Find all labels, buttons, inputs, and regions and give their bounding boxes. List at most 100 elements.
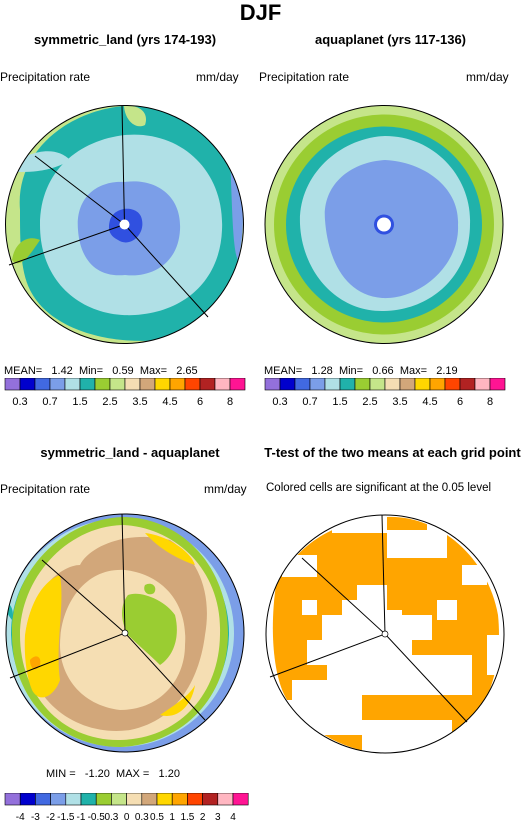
colorbar-box bbox=[474, 378, 491, 391]
panel3-title: symmetric_land - aquaplanet bbox=[40, 445, 220, 460]
colorbar-box bbox=[354, 378, 371, 391]
panel2-colorbar: 0.3 0.7 1.5 2.5 3.5 4.5 6 8 bbox=[264, 378, 506, 408]
panel1-title: symmetric_land (yrs 174-193) bbox=[33, 32, 217, 47]
panel2-title: aquaplanet (yrs 117-136) bbox=[314, 32, 467, 47]
p4-sector-line-2 bbox=[384, 633, 468, 723]
colorbar-box bbox=[184, 378, 201, 391]
colorbar-tick-label: 0.5 bbox=[150, 812, 164, 823]
panel2-min-label: Min= bbox=[338, 365, 364, 377]
p4-gap-9 bbox=[362, 720, 452, 753]
colorbar-box bbox=[279, 378, 296, 391]
p4-sector-line-3 bbox=[269, 633, 386, 678]
colorbar-box bbox=[126, 793, 143, 806]
panel2-max: 2.19 bbox=[436, 365, 458, 377]
panel1-mean: 1.42 bbox=[51, 365, 73, 377]
colorbar-box bbox=[187, 793, 203, 806]
colorbar-box bbox=[64, 378, 81, 391]
colorbar-box bbox=[199, 378, 216, 391]
colorbar-box bbox=[95, 793, 112, 806]
panel3-max-label: MAX = bbox=[116, 768, 150, 780]
colorbar-tick-label: 1.5 bbox=[72, 396, 87, 408]
p1-outline bbox=[5, 105, 244, 344]
p4-gap-10 bbox=[462, 565, 487, 585]
colorbar-tick-label: 4 bbox=[230, 812, 236, 823]
colorbar-box bbox=[34, 378, 51, 391]
colorbar-tick-label: 1.5 bbox=[180, 812, 194, 823]
p4-outline bbox=[265, 514, 505, 754]
p4-gap-12 bbox=[437, 600, 457, 620]
colorbar-tick-label: 2.5 bbox=[362, 396, 377, 408]
colorbar-box bbox=[489, 378, 506, 391]
colorbar-box bbox=[4, 793, 21, 806]
p4-sector-line-1 bbox=[381, 514, 386, 635]
colorbar-box bbox=[369, 378, 386, 391]
colorbar-box bbox=[80, 793, 97, 806]
colorbar-box bbox=[229, 378, 246, 391]
colorbar-tick-label: -0.5 bbox=[88, 812, 106, 823]
colorbar-box bbox=[65, 793, 82, 806]
colorbar-tick-label: 0.3 bbox=[135, 812, 149, 823]
colorbar-box bbox=[141, 793, 158, 806]
p1-land-patch bbox=[12, 238, 40, 264]
panel1-left-label: Precipitation rate bbox=[0, 70, 91, 84]
colorbar-tick-label: 1 bbox=[169, 812, 175, 823]
colorbar-tick-label: 0.3 bbox=[104, 812, 118, 823]
colorbar-box bbox=[309, 378, 326, 391]
colorbar-box bbox=[19, 793, 36, 806]
colorbar-box bbox=[156, 793, 173, 806]
colorbar-tick-label: -3 bbox=[31, 812, 40, 823]
colorbar-box bbox=[139, 378, 156, 391]
panel3-min: -1.20 bbox=[84, 768, 110, 780]
panel3-units: mm/day bbox=[204, 482, 247, 496]
colorbar-box bbox=[171, 793, 188, 806]
colorbar-tick-label: 1.5 bbox=[332, 396, 347, 408]
colorbar-box bbox=[94, 378, 111, 391]
panel2-map bbox=[264, 105, 504, 344]
colorbar-tick-label: 8 bbox=[227, 396, 233, 408]
panel1-min: 0.59 bbox=[112, 365, 134, 377]
p3-sector-line-2 bbox=[124, 632, 206, 721]
colorbar-box bbox=[111, 793, 127, 806]
p1-sector-line-1 bbox=[121, 105, 125, 225]
colorbar-tick-label: -1.5 bbox=[57, 812, 75, 823]
p3-green-center bbox=[122, 593, 177, 665]
colorbar-box bbox=[339, 378, 356, 391]
colorbar-box bbox=[154, 378, 171, 391]
p2-pole bbox=[377, 217, 391, 232]
panel3-colorbar: -4 -3 -2 -1.5 -1 -0.5 0.3 0 0.3 0.5 1 1.5 2 3 4 bbox=[4, 793, 249, 823]
panel1-max: 2.65 bbox=[176, 365, 198, 377]
panel3-min-label: MIN = bbox=[46, 768, 76, 780]
colorbar-tick-label: 0 bbox=[124, 812, 130, 823]
colorbar-tick-label: 3.5 bbox=[132, 396, 147, 408]
panel1-min-label: Min= bbox=[78, 365, 104, 377]
panel2-max-label: Max= bbox=[399, 365, 428, 377]
panel1-stats: MEAN= 1.42 Min= 0.59 Max= 2.65 bbox=[4, 365, 198, 377]
colorbar-box bbox=[414, 378, 431, 391]
p1-pole bbox=[119, 219, 130, 230]
colorbar-tick-label: 4.5 bbox=[162, 396, 177, 408]
colorbar-tick-label: 4.5 bbox=[422, 396, 437, 408]
colorbar-box bbox=[214, 378, 231, 391]
panel3-left-label: Precipitation rate bbox=[0, 482, 91, 496]
colorbar-tick-label: 8 bbox=[487, 396, 493, 408]
panel4-left-label: Colored cells are significant at the 0.0… bbox=[266, 482, 492, 494]
panel1-units: mm/day bbox=[196, 70, 239, 84]
colorbar-box bbox=[294, 378, 311, 391]
colorbar-tick-label: 3 bbox=[215, 812, 221, 823]
p4-gap-3 bbox=[387, 530, 447, 558]
p4-gap-13 bbox=[302, 600, 317, 615]
colorbar-box bbox=[169, 378, 186, 391]
p3-sector-line-1 bbox=[121, 513, 126, 634]
colorbar-box bbox=[50, 793, 67, 806]
panel4-map bbox=[265, 514, 505, 754]
p3-orange-patch bbox=[30, 656, 41, 670]
colorbar-tick-label: 3.5 bbox=[392, 396, 407, 408]
colorbar-box bbox=[202, 793, 219, 806]
colorbar-box bbox=[217, 793, 234, 806]
p4-sector-line-4 bbox=[301, 557, 386, 635]
colorbar-box bbox=[459, 378, 476, 391]
p3-sector-line-4 bbox=[41, 559, 126, 634]
colorbar-box bbox=[4, 378, 21, 391]
panel1-map bbox=[5, 105, 244, 344]
colorbar-tick-label: 0.3 bbox=[272, 396, 287, 408]
